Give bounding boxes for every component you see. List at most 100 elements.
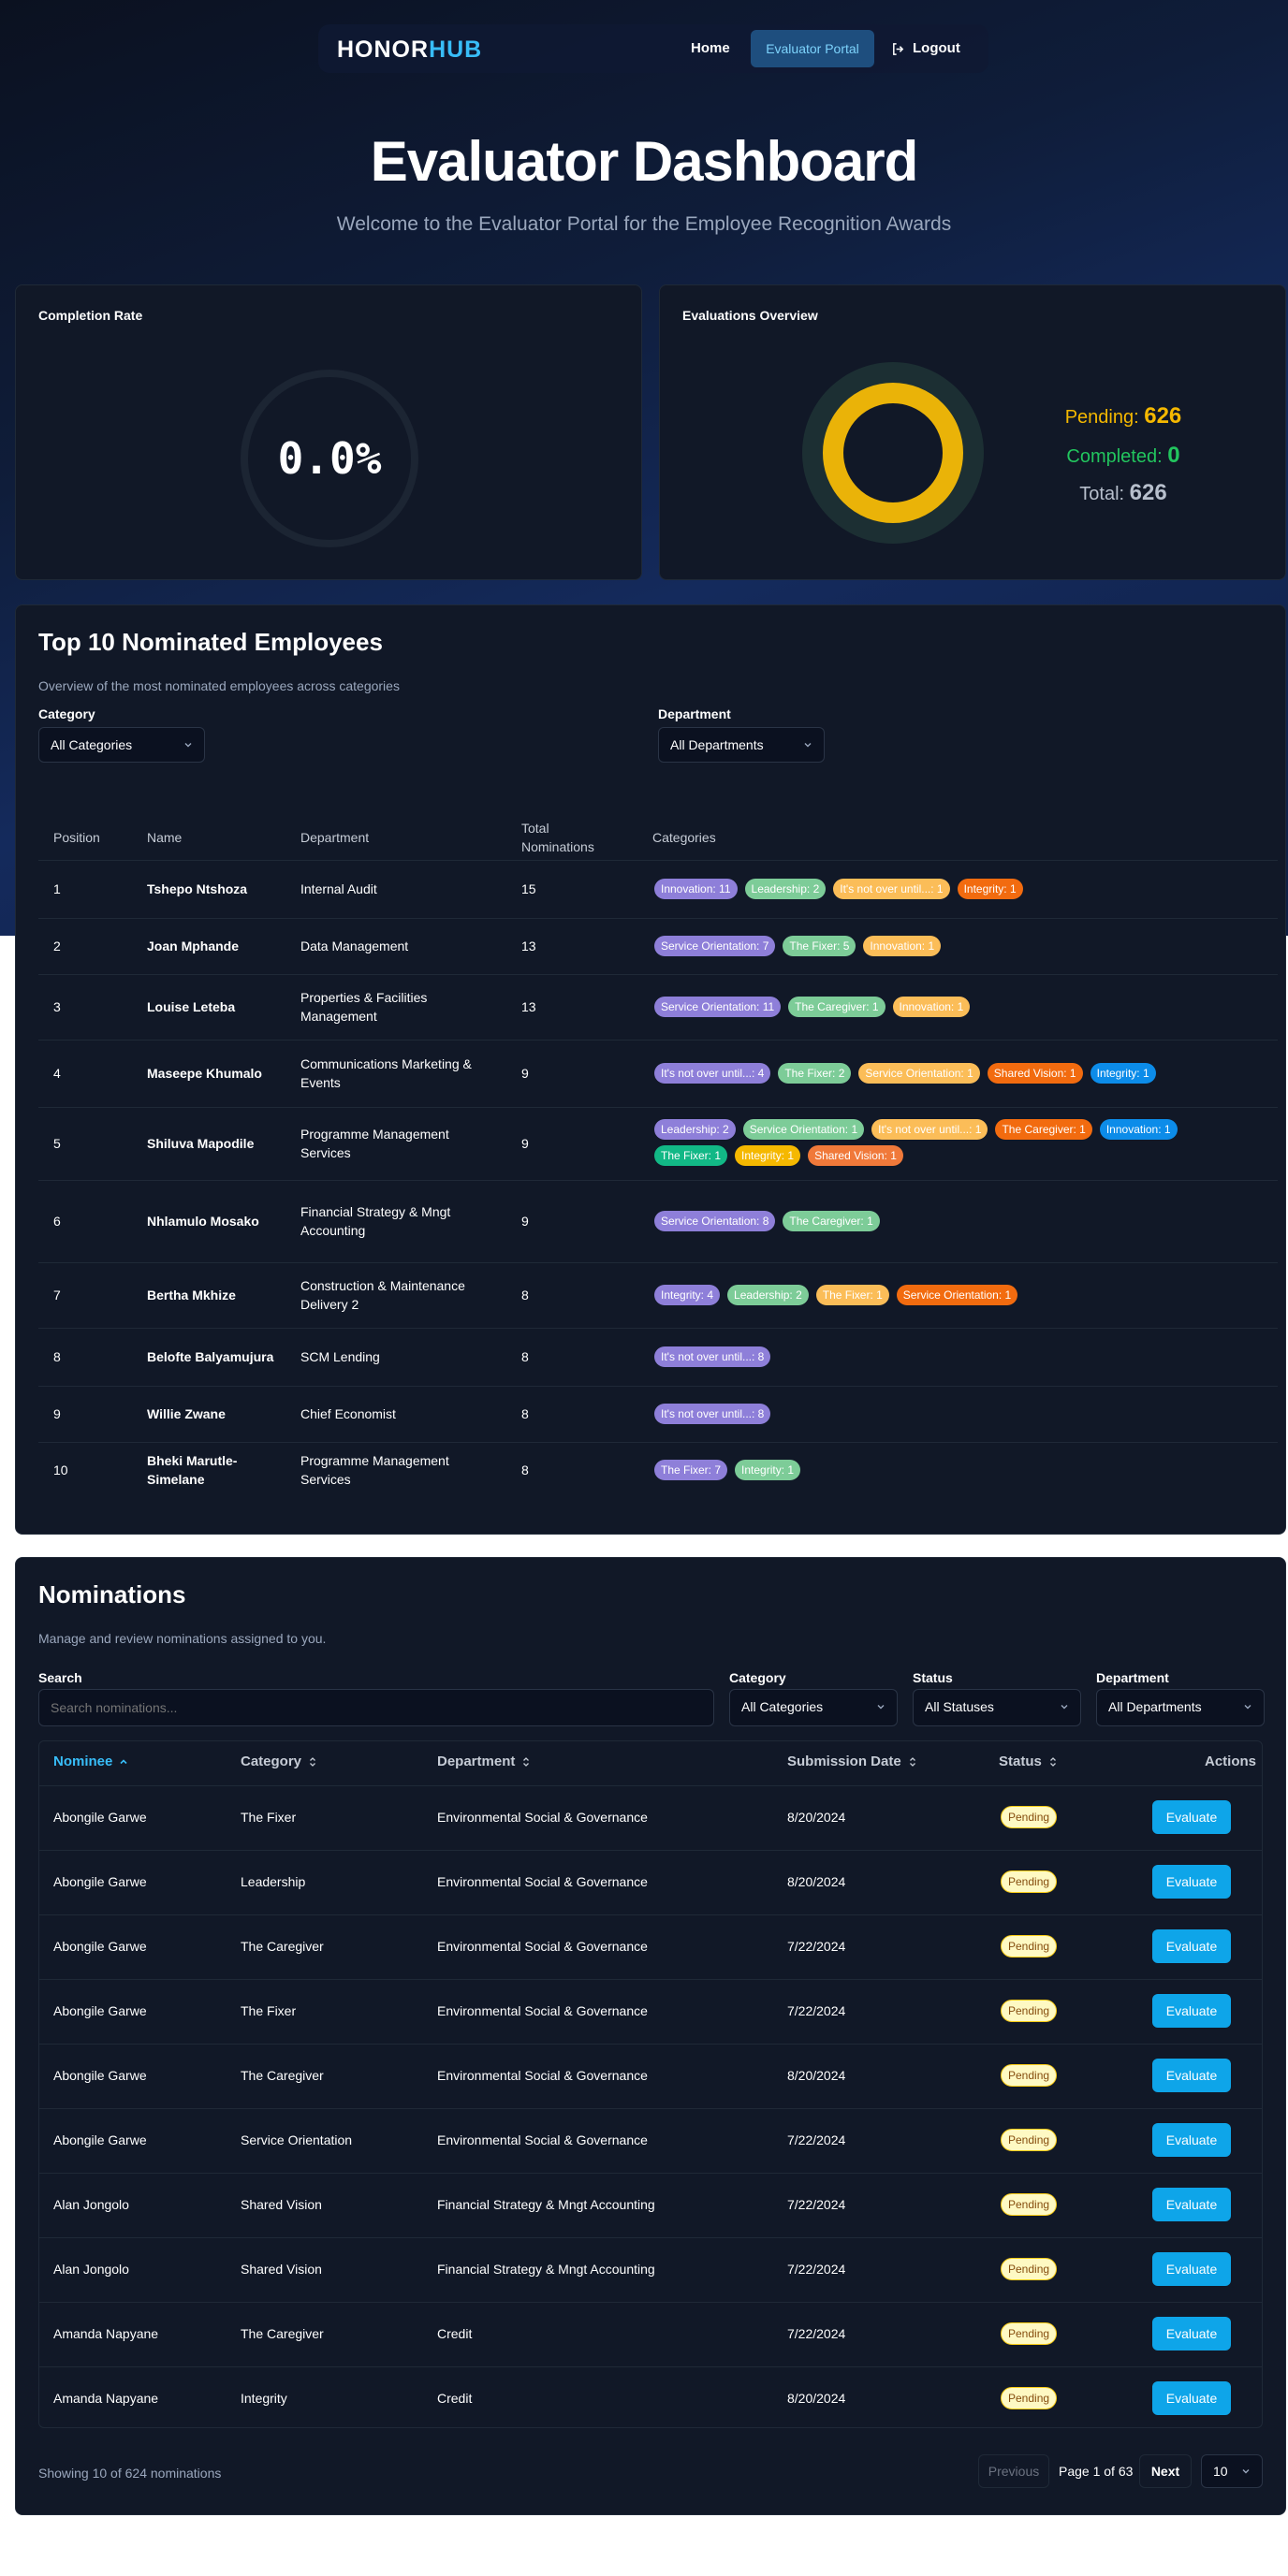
row-divider [39, 1979, 1262, 1980]
nominee-cell: Abongile Garwe [53, 1874, 147, 1889]
evaluations-donut-chart [802, 362, 984, 544]
previous-page-button[interactable]: Previous [978, 2454, 1049, 2488]
category-tag: Shared Vision: 1 [987, 1063, 1083, 1084]
col-department-sort[interactable]: Department [437, 1754, 532, 1769]
department-cell: Environmental Social & Governance [437, 2003, 648, 2018]
logo-text-hub: HUB [429, 36, 483, 63]
nominations-card: Nominations Manage and review nomination… [15, 1557, 1286, 2515]
nav-home-link[interactable]: Home [691, 40, 730, 56]
row-divider [38, 1442, 1278, 1443]
total-cell: 13 [521, 999, 536, 1014]
category-tag: Integrity: 1 [957, 879, 1023, 899]
sort-icon [1049, 1756, 1056, 1767]
position-cell: 10 [53, 1463, 68, 1477]
chevron-down-icon [184, 743, 192, 748]
evaluate-button[interactable]: Evaluate [1152, 1865, 1231, 1899]
category-tag: Service Orientation: 11 [654, 997, 782, 1017]
total-cell: 8 [521, 1349, 529, 1364]
evaluate-button[interactable]: Evaluate [1152, 2188, 1231, 2221]
nominations-status-value: All Statuses [925, 1699, 994, 1714]
department-filter-select[interactable]: All Departments [658, 727, 825, 763]
next-page-button[interactable]: Next [1139, 2454, 1192, 2488]
evaluate-button[interactable]: Evaluate [1152, 2252, 1231, 2286]
row-divider [39, 1914, 1262, 1915]
status-badge: Pending [1001, 1935, 1058, 1957]
evaluate-button[interactable]: Evaluate [1152, 1929, 1231, 1963]
evaluate-button[interactable]: Evaluate [1152, 2123, 1231, 2157]
row-divider [39, 2237, 1262, 2238]
nav-evaluator-portal-link[interactable]: Evaluator Portal [751, 30, 874, 67]
name-cell: Louise Leteba [147, 999, 236, 1014]
nominee-cell: Alan Jongolo [53, 2262, 129, 2277]
submission-date-cell: 8/20/2024 [787, 2391, 846, 2406]
category-tag: Leadership: 2 [744, 879, 827, 899]
submission-date-cell: 8/20/2024 [787, 2068, 846, 2083]
col-name: Name [147, 830, 183, 845]
evaluate-button[interactable]: Evaluate [1152, 2381, 1231, 2415]
category-filter-select[interactable]: All Categories [38, 727, 205, 763]
department-filter-label: Department [658, 706, 731, 721]
category-tag: Shared Vision: 1 [808, 1145, 903, 1166]
name-cell: Joan Mphande [147, 939, 240, 953]
row-divider [39, 2108, 1262, 2109]
row-divider [38, 974, 1278, 975]
col-status-label: Status [999, 1754, 1042, 1769]
row-divider [38, 1262, 1278, 1263]
pagination-summary: Showing 10 of 624 nominations [38, 2466, 222, 2481]
status-badge: Pending [1001, 1806, 1058, 1828]
sort-ascending-icon [120, 1758, 127, 1764]
col-actions: Actions [1205, 1754, 1256, 1769]
row-divider [39, 2366, 1262, 2367]
category-cell: Shared Vision [241, 2262, 322, 2277]
col-status-sort[interactable]: Status [999, 1754, 1059, 1769]
col-nominee-sort[interactable]: Nominee [53, 1754, 129, 1769]
status-badge: Pending [1001, 2000, 1058, 2022]
name-cell: Willie Zwane [147, 1406, 226, 1421]
nominations-title: Nominations [38, 1580, 186, 1608]
name-cell: Shiluva Mapodile [147, 1136, 255, 1151]
department-cell: Environmental Social & Governance [437, 2068, 648, 2083]
nominations-category-select[interactable]: All Categories [729, 1689, 898, 1726]
row-divider [38, 918, 1278, 919]
category-cell: Integrity [241, 2391, 287, 2406]
status-badge: Pending [1001, 2322, 1058, 2345]
completed-label: Completed: [1066, 446, 1163, 467]
category-tag: The Fixer: 1 [815, 1285, 889, 1305]
row-divider [38, 860, 1278, 861]
evaluate-button[interactable]: Evaluate [1152, 1800, 1231, 1834]
evaluate-button[interactable]: Evaluate [1152, 2317, 1231, 2350]
col-position: Position [53, 830, 100, 845]
status-badge: Pending [1001, 2193, 1058, 2216]
logout-button[interactable]: Logout [891, 30, 960, 67]
name-cell: Bertha Mkhize [147, 1288, 236, 1303]
evaluate-button[interactable]: Evaluate [1152, 2059, 1231, 2092]
category-cell: Leadership [241, 1874, 306, 1889]
status-badge: Pending [1001, 2129, 1058, 2151]
search-input[interactable] [38, 1689, 714, 1726]
submission-date-cell: 8/20/2024 [787, 1874, 846, 1889]
logout-icon [893, 42, 904, 55]
page-size-select[interactable]: 10 [1201, 2454, 1263, 2488]
name-cell: Nhlamulo Mosako [147, 1214, 259, 1229]
submission-date-cell: 7/22/2024 [787, 2197, 846, 2212]
department-cell: Properties & Facilities Management [300, 990, 428, 1024]
evaluations-overview-card: Evaluations Overview Pending: 626 Comple… [659, 284, 1286, 580]
row-divider [39, 2302, 1262, 2303]
submission-date-cell: 7/22/2024 [787, 2132, 846, 2147]
evaluate-button[interactable]: Evaluate [1152, 1994, 1231, 2028]
category-tag: It's not over until...: 4 [654, 1063, 771, 1084]
nominations-status-select[interactable]: All Statuses [913, 1689, 1081, 1726]
status-badge: Pending [1001, 2064, 1058, 2087]
col-category-sort[interactable]: Category [241, 1754, 318, 1769]
position-cell: 6 [53, 1214, 61, 1229]
category-tag: Service Orientation: 8 [654, 1211, 776, 1231]
col-submission-date-sort[interactable]: Submission Date [787, 1754, 918, 1769]
completed-count: 0 [1167, 443, 1180, 468]
name-cell: Tshepo Ntshoza [147, 881, 248, 896]
total-cell: 9 [521, 1214, 529, 1229]
nominations-department-select[interactable]: All Departments [1096, 1689, 1265, 1726]
total-cell: 8 [521, 1288, 529, 1303]
category-tag: It's not over until...: 1 [833, 879, 950, 899]
col-submission-date-label: Submission Date [787, 1754, 901, 1769]
logo[interactable]: HONORHUB [337, 36, 482, 64]
